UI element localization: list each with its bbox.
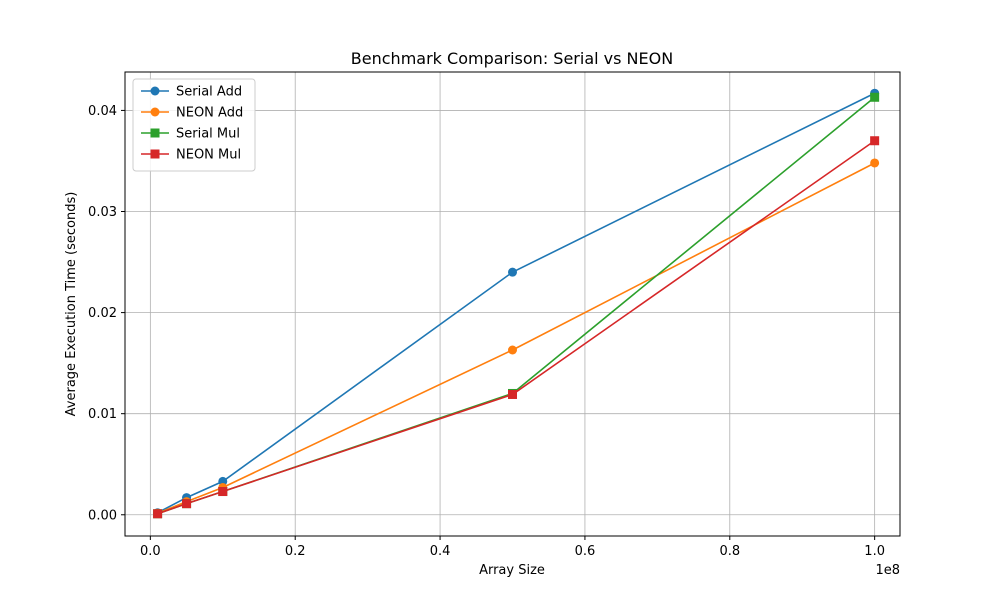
data-point-neon-mul bbox=[218, 487, 228, 497]
x-tick-label: 0.6 bbox=[575, 544, 596, 559]
data-point-neon-mul bbox=[870, 136, 880, 146]
y-tick-label: 0.04 bbox=[88, 104, 117, 119]
grid-lines bbox=[125, 72, 900, 536]
x-tick-label: 0.0 bbox=[140, 544, 161, 559]
y-tick-label: 0.01 bbox=[88, 407, 117, 422]
series-neon-mul bbox=[153, 136, 880, 519]
axis-ticks: 0.0 0.2 0.4 0.6 0.8 1.0 0.00 0.01 0.02 0.03 0.04 bbox=[88, 104, 885, 559]
x-tick-label: 0.2 bbox=[285, 544, 306, 559]
y-axis-title: Average Execution Time (seconds) bbox=[64, 192, 79, 417]
series-lines bbox=[153, 88, 880, 519]
data-point-neon-mul bbox=[508, 389, 517, 399]
x-axis-title: Array Size bbox=[479, 563, 545, 578]
chart-title: Benchmark Comparison: Serial vs NEON bbox=[351, 49, 673, 68]
plot-area-frame bbox=[124, 71, 901, 537]
data-point-serial-mul bbox=[870, 92, 880, 102]
legend-marker bbox=[150, 149, 160, 159]
legend-box bbox=[132, 78, 256, 172]
legend-label: Serial Mul bbox=[176, 127, 240, 142]
legend-marker bbox=[150, 86, 160, 96]
y-tick-label: 0.03 bbox=[88, 205, 117, 220]
legend-label: NEON Mul bbox=[176, 148, 241, 163]
legend-marker bbox=[150, 107, 160, 117]
y-tick-label: 0.02 bbox=[88, 306, 117, 321]
x-tick-label: 0.8 bbox=[719, 544, 740, 559]
legend-label: NEON Add bbox=[176, 106, 243, 121]
legend-entry-neon-add: NEON Add bbox=[141, 106, 243, 121]
x-axis-offset-label: 1e8 bbox=[875, 563, 900, 578]
data-point-neon-mul bbox=[182, 499, 192, 509]
data-point-neon-add bbox=[870, 158, 880, 168]
data-point-serial-add bbox=[508, 267, 517, 277]
legend-entry-serial-mul: Serial Mul bbox=[141, 127, 240, 142]
data-point-neon-mul bbox=[153, 509, 163, 519]
legend: Serial Add NEON Add Serial Mul NEON Mul bbox=[132, 78, 256, 172]
legend-marker bbox=[150, 128, 160, 138]
x-tick-label: 1.0 bbox=[864, 544, 885, 559]
y-tick-label: 0.00 bbox=[88, 508, 117, 523]
legend-label: Serial Add bbox=[176, 85, 242, 100]
legend-entry-serial-add: Serial Add bbox=[141, 85, 242, 100]
data-point-neon-add bbox=[508, 345, 517, 355]
legend-entry-neon-mul: NEON Mul bbox=[141, 148, 241, 163]
x-tick-label: 0.4 bbox=[430, 544, 451, 559]
